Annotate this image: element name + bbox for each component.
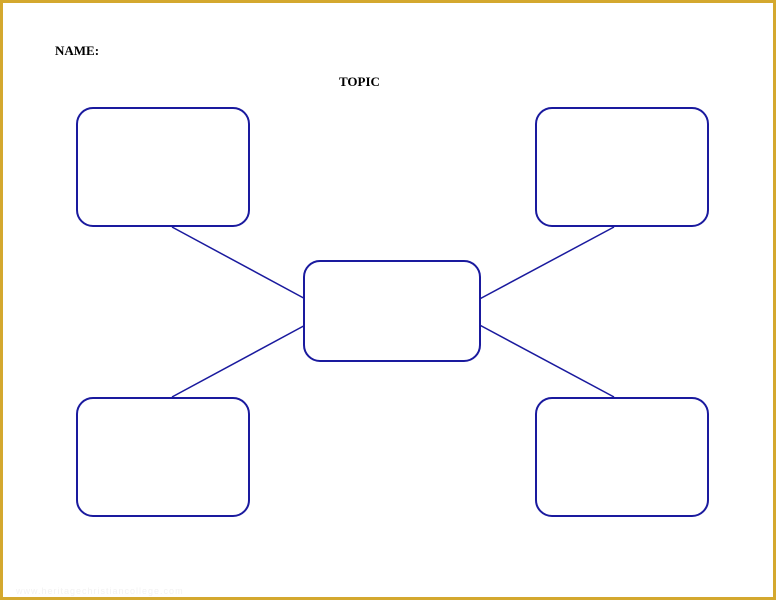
nodes-group (77, 108, 708, 516)
edge-top-right-to-center (474, 227, 614, 302)
page-frame: NAME: TOPIC www.heritagechristiancollege… (0, 0, 776, 600)
node-bottom-left (77, 398, 249, 516)
node-bottom-right (536, 398, 708, 516)
edge-top-left-to-center (172, 227, 311, 302)
concept-map-diagram (6, 6, 776, 600)
edge-bottom-right-to-center (474, 322, 614, 397)
node-center (304, 261, 480, 361)
edge-bottom-left-to-center (172, 322, 311, 397)
node-top-left (77, 108, 249, 226)
watermark-text: www.heritagechristiancollege.com (16, 586, 184, 596)
page-content: NAME: TOPIC www.heritagechristiancollege… (6, 6, 770, 594)
node-top-right (536, 108, 708, 226)
